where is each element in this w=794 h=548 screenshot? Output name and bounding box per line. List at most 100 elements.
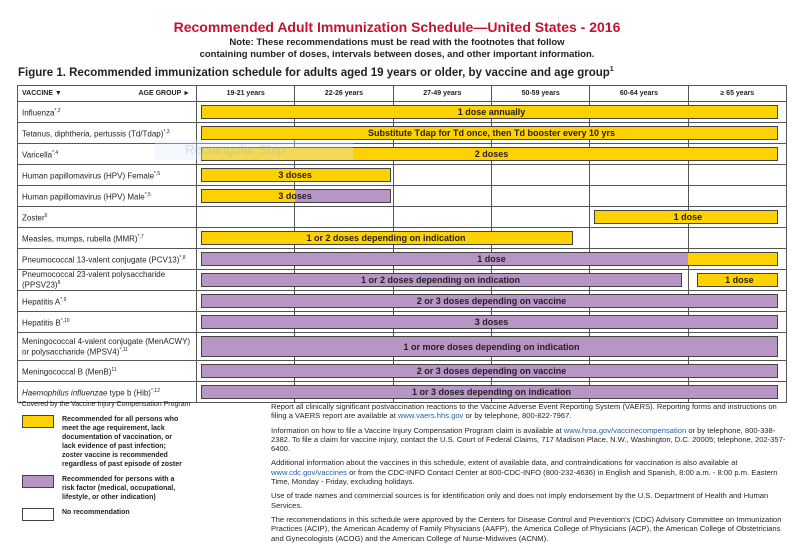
vaccine-name-text: Zoster6	[22, 212, 47, 223]
age-header: 60-64 years	[590, 86, 689, 101]
vaccine-name: Influenza*,2	[18, 102, 197, 122]
note: Note: These recommendations must be read…	[0, 37, 794, 61]
vaccine-header: VACCINE ▼	[22, 90, 62, 97]
legend-text: No recommendation	[62, 509, 130, 516]
legend-text: Recommended for persons with a risk fact…	[62, 476, 176, 501]
vaccine-name-text: Human papillomavirus (HPV) Female*,5	[22, 170, 160, 181]
cdc-paragraph: Additional information about the vaccine…	[271, 458, 787, 486]
footnote-ref: 8	[57, 280, 61, 287]
age-cell	[689, 186, 786, 206]
vaccine-name: Meningococcal 4-valent conjugate (MenACW…	[18, 333, 197, 360]
vaccine-name: Varicella*,4	[18, 144, 197, 164]
footnote-ref: 1	[609, 66, 614, 73]
footnote-ref: *,11	[119, 346, 128, 353]
text: or by telephone, 800-822-7967.	[463, 411, 572, 421]
vaccine-name-label: Human papillomavirus (HPV) Male	[22, 192, 145, 202]
age-cell	[492, 186, 591, 206]
yellow-recommendation-bar	[201, 168, 392, 182]
footnote-ref: *,9	[60, 296, 67, 303]
yellow-recommendation-bar	[687, 252, 778, 266]
footnote-ref: *,10	[60, 317, 70, 324]
age-cell	[689, 228, 786, 248]
age-header: 22-26 years	[295, 86, 394, 101]
vaccine-name-label: Human papillomavirus (HPV) Female	[22, 171, 155, 181]
dose-label: 3 doses	[278, 191, 312, 201]
vaccine-name-label: Influenza	[22, 108, 55, 118]
table-row: Meningococcal B (MenB)11 2 or 3 doses dep…	[18, 361, 786, 382]
vaccine-name: Zoster6	[18, 207, 197, 227]
yellow-recommendation-bar	[201, 231, 573, 245]
vaers-paragraph: Report all clinically significant postva…	[271, 402, 787, 421]
vaccine-name: Human papillomavirus (HPV) Male*,5	[18, 186, 197, 206]
dose-label: 2 doses	[474, 149, 509, 159]
legend-item-purple: Recommended for persons with a risk fact…	[19, 475, 269, 502]
vaccine-name: Pneumococcal 23-valent polysaccharide (P…	[18, 270, 197, 290]
age-cell	[492, 165, 591, 185]
age-header: 19-21 years	[197, 86, 296, 101]
vaers-link[interactable]: www.vaers.hhs.gov	[397, 411, 464, 421]
vicp-paragraph: Information on how to file a Vaccine Inj…	[271, 426, 787, 454]
legend-item-yellow: Recommended for all persons who meet the…	[19, 415, 269, 469]
footnote-ref: 11	[111, 366, 117, 373]
vaccine-name-label: Varicella	[22, 150, 53, 160]
age-header: 50-59 years	[492, 86, 591, 101]
age-cell	[295, 186, 394, 206]
figure-title-text: Figure 1. Recommended immunization sched…	[18, 66, 610, 79]
age-cell	[590, 270, 689, 290]
vaccine-name: Hepatitis B*,10	[18, 312, 197, 332]
purple-recommendation-bar	[295, 189, 392, 203]
hrsa-link[interactable]: www.hrsa.gov/vaccinecompensation	[563, 425, 687, 435]
table-row: Measles, mumps, rubella (MMR)*,7 1 or 2 d…	[18, 228, 786, 249]
purple-recommendation-bar	[201, 252, 688, 266]
age-cell	[590, 165, 689, 185]
footnote-ref: *,7	[137, 233, 144, 240]
yellow-recommendation-bar	[593, 210, 778, 224]
disclaimer-paragraph: Use of trade names and commercial source…	[271, 491, 769, 510]
note-line: Note: These recommendations must be read…	[229, 37, 565, 48]
overlay-tooltip: Rectangular Ship	[155, 140, 353, 160]
dose-label: 1 dose annually	[457, 107, 526, 117]
yellow-recommendation-bar	[201, 105, 778, 119]
footnote-ref: *,4	[52, 149, 59, 156]
table-row: Meningococcal 4-valent conjugate (MenACW…	[18, 333, 786, 361]
info-text: Report all clinically significant postva…	[271, 402, 787, 548]
table-row: Influenza*,2 1 dose annually	[18, 102, 786, 123]
age-cell	[590, 228, 689, 248]
italic-part: Haemophilus influenzae	[22, 388, 108, 398]
text: Information on how to file a Vaccine Inj…	[271, 425, 564, 435]
age-group-header: AGE GROUP ►	[138, 90, 190, 97]
white-swatch	[22, 508, 54, 521]
table-row: Human papillomavirus (HPV) Male*,5 3 dose…	[18, 186, 786, 207]
schedule-table: VACCINE ▼ AGE GROUP ► 19-21 years 22-26 y…	[17, 85, 787, 403]
dose-label: 3 doses	[278, 170, 312, 180]
yellow-recommendation-bar	[201, 189, 296, 203]
cdc-link[interactable]: www.cdc.gov/vaccines	[271, 467, 347, 477]
age-cell	[394, 165, 492, 185]
dose-label: 1 dose	[673, 212, 703, 222]
text: Additional information about the vaccine…	[271, 458, 738, 468]
age-cell	[295, 165, 394, 185]
age-cell	[197, 207, 296, 227]
age-cell	[590, 186, 689, 206]
age-cell	[394, 207, 492, 227]
footnote-ref: 6	[44, 212, 48, 219]
dose-label: 1 or 2 doses depending on indication	[360, 275, 520, 285]
vaccine-name-label: Pneumococcal 23-valent polysaccharide (P…	[22, 270, 166, 290]
footnote-ref: *,12	[150, 387, 160, 394]
vaccine-name-label: Tetanus, diphtheria, pertussis (Td/Tdap)	[22, 129, 164, 139]
legend-item-none: No recommendation	[19, 508, 269, 521]
purple-recommendation-bar	[201, 364, 778, 378]
vaccine-name: Human papillomavirus (HPV) Female*,5	[18, 165, 197, 185]
vaccine-name-text: Meningococcal 4-valent conjugate (MenACW…	[22, 337, 196, 357]
vaccine-name-text: Hepatitis A*,9	[22, 296, 66, 307]
table-row: Varicella*,4 2 doses	[18, 144, 786, 165]
table-header: VACCINE ▼ AGE GROUP ► 19-21 years 22-26 y…	[18, 86, 786, 102]
vaccine-name-text: Pneumococcal 23-valent polysaccharide (P…	[22, 270, 196, 290]
purple-recommendation-bar	[201, 273, 682, 287]
vaccine-name: Pneumococcal 13-valent conjugate (PCV13)…	[18, 249, 197, 269]
legend: *Covered by the Vaccine Injury Compensat…	[19, 400, 269, 521]
header-label: VACCINE ▼ AGE GROUP ►	[18, 86, 197, 101]
purple-recommendation-bar	[201, 294, 778, 308]
vaccine-name: Haemophilus influenzae type b (Hib)*,12	[18, 382, 197, 402]
vaccine-name-label: Zoster	[22, 213, 45, 223]
